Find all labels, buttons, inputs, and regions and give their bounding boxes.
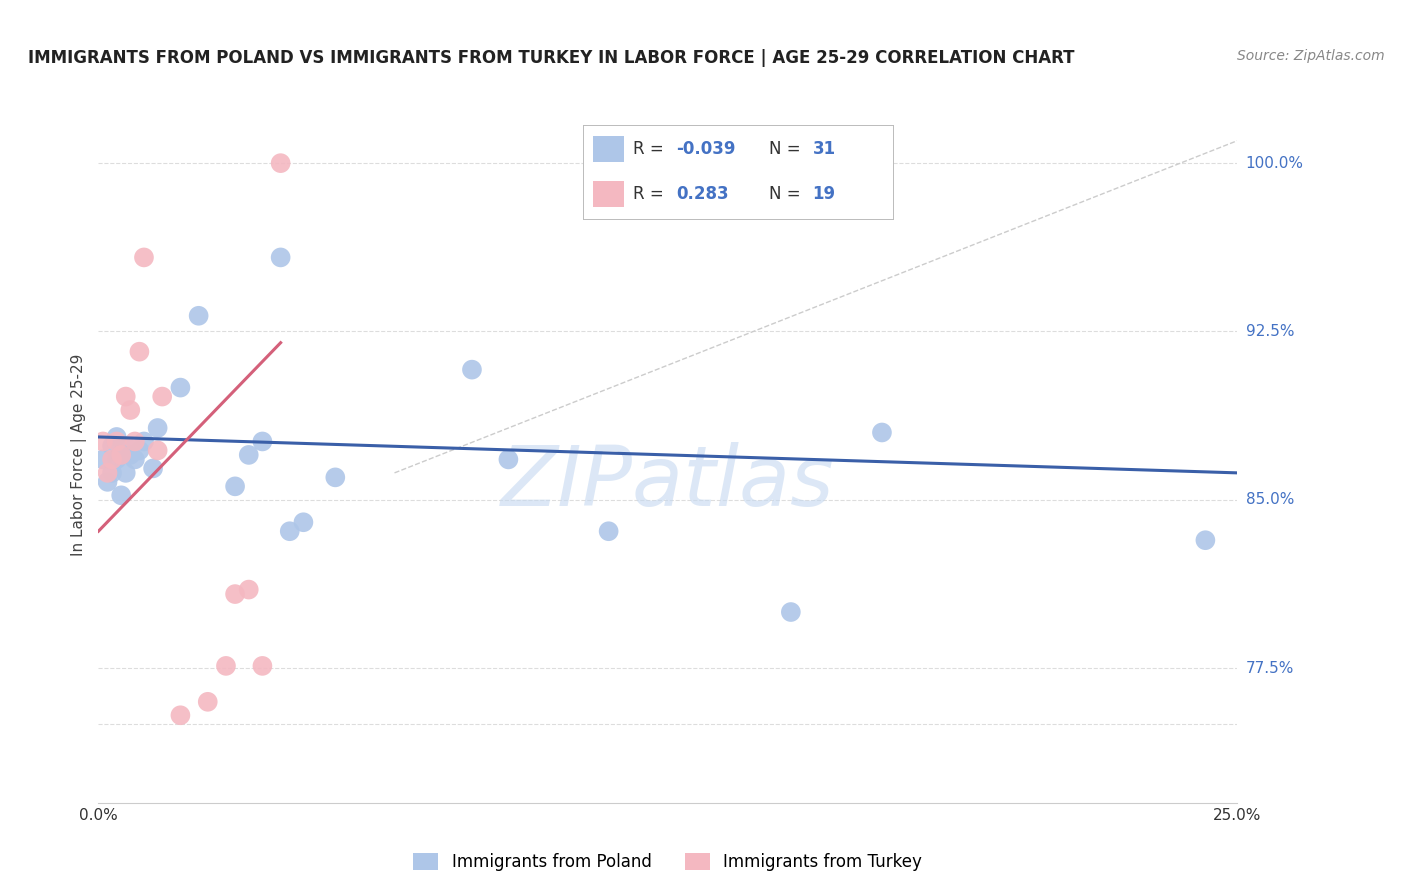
Point — [323, 470, 346, 484]
Bar — [593, 136, 624, 162]
Y-axis label: In Labor Force | Age 25-29: In Labor Force | Age 25-29 — [72, 354, 87, 556]
Text: 0.283: 0.283 — [676, 185, 728, 202]
Bar — [593, 181, 624, 207]
Text: 19: 19 — [813, 185, 835, 202]
Text: 92.5%: 92.5% — [1246, 324, 1294, 339]
Point — [870, 425, 893, 440]
Point — [252, 434, 274, 449]
Point — [598, 524, 620, 539]
Point — [238, 448, 260, 462]
Point — [91, 434, 114, 449]
Point — [114, 439, 136, 453]
Point — [132, 251, 155, 265]
Point — [105, 430, 128, 444]
Point — [128, 344, 150, 359]
Point — [105, 452, 128, 467]
Point — [150, 390, 173, 404]
Text: R =: R = — [633, 185, 675, 202]
Point — [110, 488, 132, 502]
Point — [187, 309, 209, 323]
Text: 31: 31 — [813, 140, 835, 158]
Point — [270, 156, 292, 170]
Point — [101, 452, 124, 467]
Point — [128, 443, 150, 458]
Point — [110, 448, 132, 462]
Point — [224, 587, 246, 601]
Text: N =: N = — [769, 140, 806, 158]
Point — [169, 708, 191, 723]
Text: Source: ZipAtlas.com: Source: ZipAtlas.com — [1237, 49, 1385, 63]
Point — [120, 448, 142, 462]
Point — [124, 434, 146, 449]
Point — [124, 452, 146, 467]
Text: 85.0%: 85.0% — [1246, 492, 1294, 508]
Point — [132, 434, 155, 449]
Text: IMMIGRANTS FROM POLAND VS IMMIGRANTS FROM TURKEY IN LABOR FORCE | AGE 25-29 CORR: IMMIGRANTS FROM POLAND VS IMMIGRANTS FRO… — [28, 49, 1074, 67]
Point — [169, 381, 191, 395]
Point — [224, 479, 246, 493]
Point — [215, 659, 238, 673]
Point — [96, 466, 118, 480]
Text: 77.5%: 77.5% — [1246, 661, 1294, 675]
Point — [101, 466, 124, 480]
Point — [146, 421, 169, 435]
Legend: Immigrants from Poland, Immigrants from Turkey: Immigrants from Poland, Immigrants from … — [406, 847, 929, 878]
Point — [146, 443, 169, 458]
Point — [1194, 533, 1216, 548]
Point — [114, 466, 136, 480]
Point — [270, 251, 292, 265]
Point — [278, 524, 301, 539]
Point — [779, 605, 801, 619]
Point — [498, 452, 520, 467]
Point — [252, 659, 274, 673]
Point — [142, 461, 165, 475]
Text: -0.039: -0.039 — [676, 140, 735, 158]
Point — [114, 390, 136, 404]
Text: R =: R = — [633, 140, 669, 158]
Point — [197, 695, 219, 709]
Point — [96, 475, 118, 489]
Text: ZIPatlas: ZIPatlas — [501, 442, 835, 524]
Point — [461, 362, 484, 376]
Point — [91, 452, 114, 467]
Text: 100.0%: 100.0% — [1246, 155, 1303, 170]
Point — [101, 439, 124, 453]
Point — [105, 434, 128, 449]
Point — [292, 515, 315, 529]
Text: N =: N = — [769, 185, 806, 202]
Point — [120, 403, 142, 417]
Point — [110, 448, 132, 462]
Point — [238, 582, 260, 597]
